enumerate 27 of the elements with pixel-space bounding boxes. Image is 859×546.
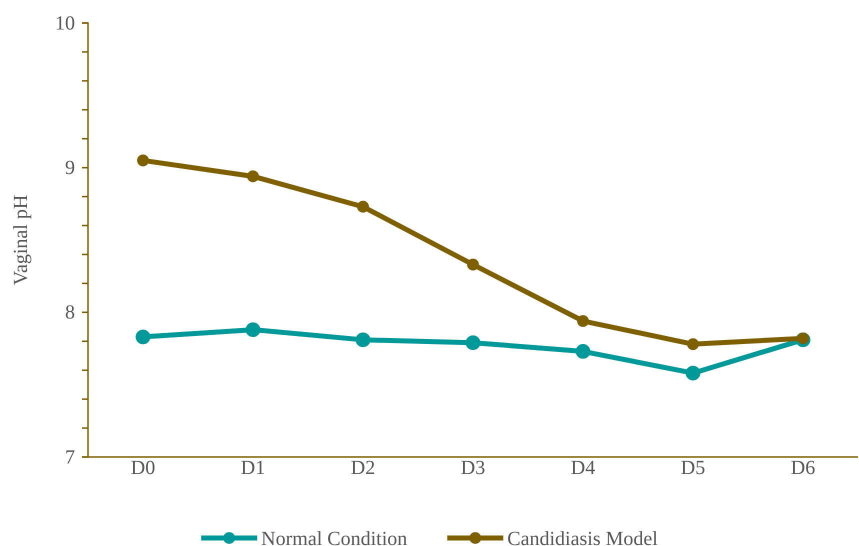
point — [246, 322, 260, 338]
point — [247, 170, 259, 182]
point — [356, 332, 370, 348]
legend-label: Candidiasis Model — [507, 528, 658, 546]
y-tick-label: 7 — [65, 446, 75, 468]
point — [686, 366, 700, 380]
y-tick-label: 9 — [65, 157, 75, 180]
x-tick-label: D4 — [570, 457, 596, 479]
point — [687, 338, 699, 350]
x-tick-label: D2 — [350, 457, 376, 479]
y-axis-title: Vaginal pH — [10, 194, 32, 286]
x-tick-label: D6 — [790, 457, 816, 479]
point — [577, 315, 589, 327]
point — [357, 200, 369, 213]
point — [466, 335, 480, 350]
x-tick-label: D0 — [130, 457, 156, 479]
point — [137, 154, 149, 166]
y-tick-label: 8 — [65, 302, 75, 324]
point — [797, 332, 809, 344]
point — [467, 258, 479, 270]
point — [576, 344, 590, 359]
point — [136, 330, 150, 344]
x-tick-label: D3 — [460, 457, 486, 479]
legend-label: Normal Condition — [261, 528, 408, 546]
x-tick-label: D1 — [240, 457, 266, 479]
y-tick-label: 10 — [55, 12, 75, 34]
x-tick-label: D5 — [680, 457, 706, 479]
